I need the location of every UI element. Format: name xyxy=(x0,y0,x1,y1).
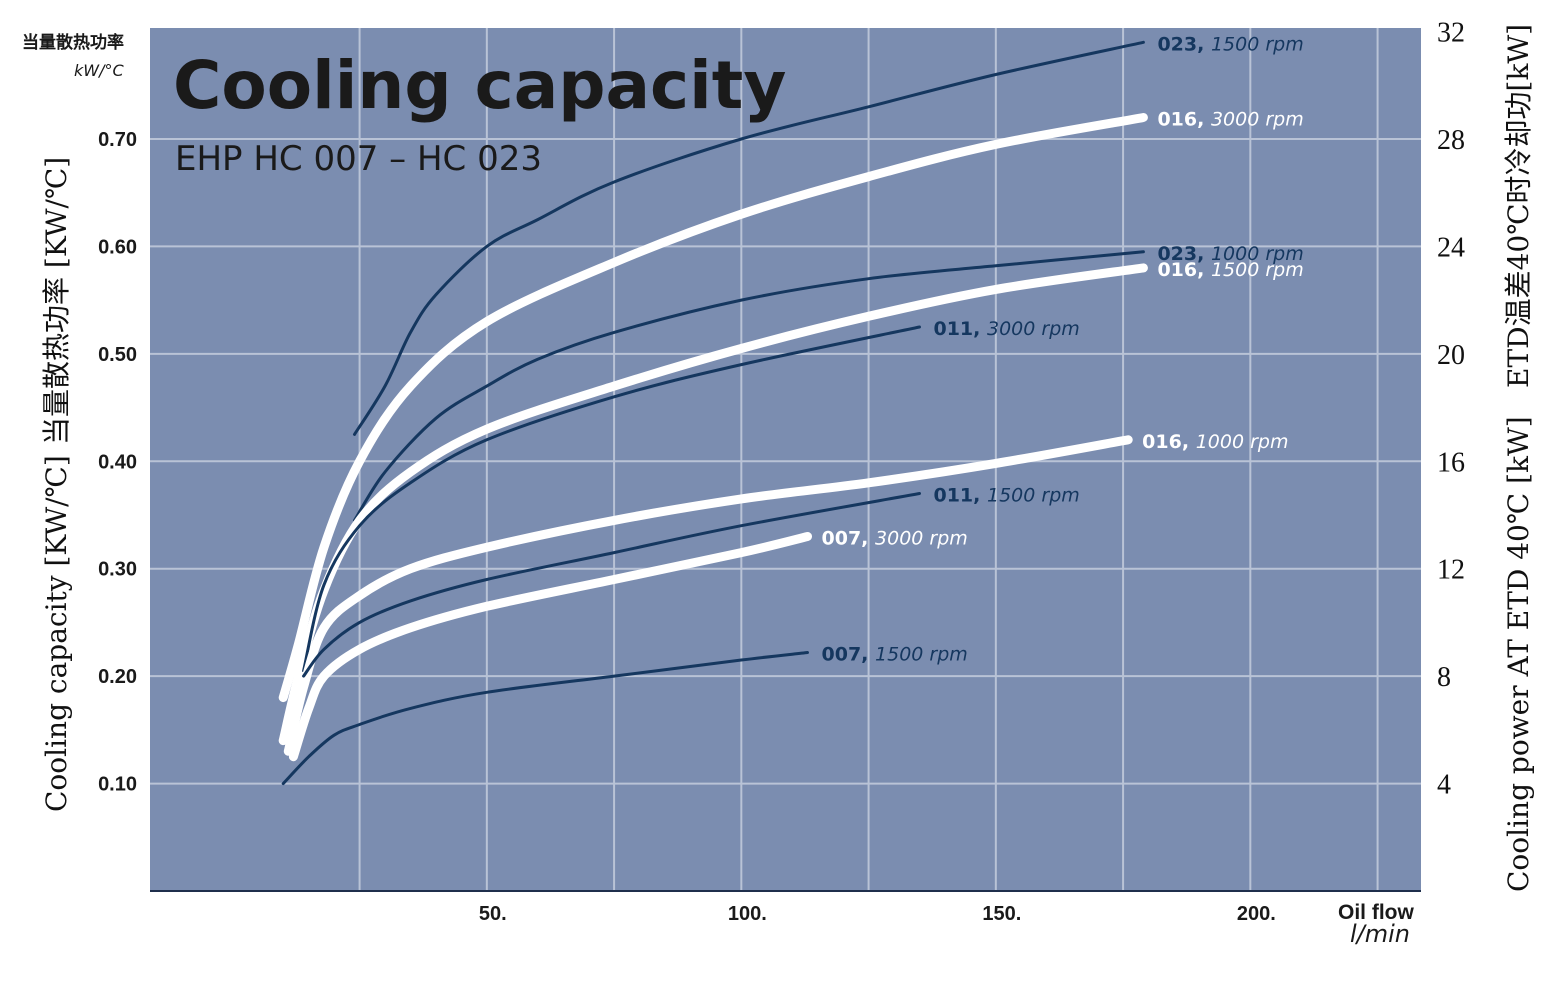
series-label-rpm: 1500 rpm xyxy=(1211,259,1304,281)
x-tick-label: 200. xyxy=(1237,903,1276,925)
series-label-rpm: 1500 rpm xyxy=(875,644,968,666)
y2-tick-label: 20 xyxy=(1437,340,1465,371)
series-label-016-1500rpm: 016, 1500 rpm xyxy=(1157,259,1303,281)
series-label-model: 007 xyxy=(822,527,862,549)
series-label-model: 016 xyxy=(1142,431,1182,453)
series-label-011-1500rpm: 011, 1500 rpm xyxy=(933,485,1079,507)
series-label-model: 011 xyxy=(933,318,973,340)
series-label-rpm: 1000 rpm xyxy=(1196,431,1289,453)
series-line-016-1000rpm xyxy=(283,435,1133,756)
series-label-rpm: 1500 rpm xyxy=(1211,33,1304,55)
series-lines xyxy=(278,40,1148,786)
chart-subtitle: EHP HC 007 – HC 023 xyxy=(175,139,542,179)
series-label-model: 016 xyxy=(1157,259,1197,281)
y2-tick-label: 24 xyxy=(1437,232,1465,263)
chart-title: Cooling capacity xyxy=(173,47,786,124)
y-tick-label: 0.50 xyxy=(98,344,137,366)
series-label-model: 011 xyxy=(933,485,973,507)
series-label-rpm: 3000 rpm xyxy=(1211,109,1304,131)
left-axis-label: Cooling capacity [KW/℃] xyxy=(40,455,73,812)
y2-tick-label: 32 xyxy=(1437,18,1465,49)
x-tick-label: 50. xyxy=(479,903,507,925)
y-tick-label: 0.10 xyxy=(98,774,137,796)
series-label-rpm: 3000 rpm xyxy=(987,318,1080,340)
series-line-007-1500rpm xyxy=(281,651,809,786)
series-line-011-1500rpm xyxy=(302,492,921,678)
series-label-rpm: 3000 rpm xyxy=(875,527,968,549)
series-label-model: 016 xyxy=(1157,109,1197,131)
series-line-023-1000rpm xyxy=(353,250,1145,522)
y-tick-label: 0.60 xyxy=(98,236,137,258)
series-label-separator: , xyxy=(1197,243,1211,265)
series-line-011-3000rpm xyxy=(302,325,921,673)
series-label-007-1500rpm: 007, 1500 rpm xyxy=(822,644,968,666)
series-label-separator: , xyxy=(861,527,875,549)
series-line-016-3000rpm xyxy=(278,113,1148,703)
y-tick-label: 0.20 xyxy=(98,666,137,688)
series-label-016-3000rpm: 016, 3000 rpm xyxy=(1157,109,1303,131)
series-label-model: 023 xyxy=(1157,243,1197,265)
series-label-separator: , xyxy=(973,318,987,340)
left-axis-top-label-cn: 当量散热功率 xyxy=(22,32,124,53)
x-axis-label: Oil flow xyxy=(1338,901,1414,924)
series-line-023-1500rpm xyxy=(353,40,1145,436)
series-label-023-1000rpm: 023, 1000 rpm xyxy=(1157,243,1303,265)
series-label-separator: , xyxy=(1197,259,1211,281)
x-tick-label: 100. xyxy=(728,903,767,925)
series-label-separator: , xyxy=(1197,33,1211,55)
left-axis-top-unit: kW/°C xyxy=(74,61,124,80)
left-axis-label-cn: 当量散热功率 [KW/℃] xyxy=(40,157,73,445)
series-line-007-3000rpm xyxy=(288,532,812,762)
series-label-023-1500rpm: 023, 1500 rpm xyxy=(1157,33,1303,55)
series-label-007-3000rpm: 007, 3000 rpm xyxy=(822,527,968,549)
series-label-016-1000rpm: 016, 1000 rpm xyxy=(1142,431,1288,453)
series-label-011-3000rpm: 011, 3000 rpm xyxy=(933,318,1079,340)
series-label-separator: , xyxy=(1197,109,1211,131)
y2-tick-label: 28 xyxy=(1437,125,1465,156)
right-axis-label-cn: ETD温差40℃时冷却功[kW] xyxy=(1502,24,1535,388)
x-tick-label: 150. xyxy=(982,903,1021,925)
y2-tick-label: 12 xyxy=(1437,555,1465,586)
series-label-separator: , xyxy=(1182,431,1196,453)
series-label-rpm: 1500 rpm xyxy=(987,485,1080,507)
right-axis-label: Cooling power AT ETD 40℃ [kW] xyxy=(1502,416,1535,892)
series-label-separator: , xyxy=(861,644,875,666)
axis-ticks: 0.10 0.20 0.30 0.40 0.50 0.60 0.70 4 8 12 16 20 24 28… xyxy=(98,18,1465,925)
y2-tick-label: 8 xyxy=(1437,662,1451,693)
y-tick-label: 0.70 xyxy=(98,129,137,151)
series-label-model: 023 xyxy=(1157,33,1197,55)
y-tick-label: 0.40 xyxy=(98,451,137,473)
series-line-016-1500rpm xyxy=(278,263,1148,746)
series-label-rpm: 1000 rpm xyxy=(1211,243,1304,265)
y2-tick-label: 4 xyxy=(1437,770,1451,801)
x-axis-unit: l/min xyxy=(1350,920,1410,948)
series-label-model: 007 xyxy=(822,644,862,666)
y-tick-label: 0.30 xyxy=(98,559,137,581)
series-label-separator: , xyxy=(973,485,987,507)
y2-tick-label: 16 xyxy=(1437,447,1465,478)
